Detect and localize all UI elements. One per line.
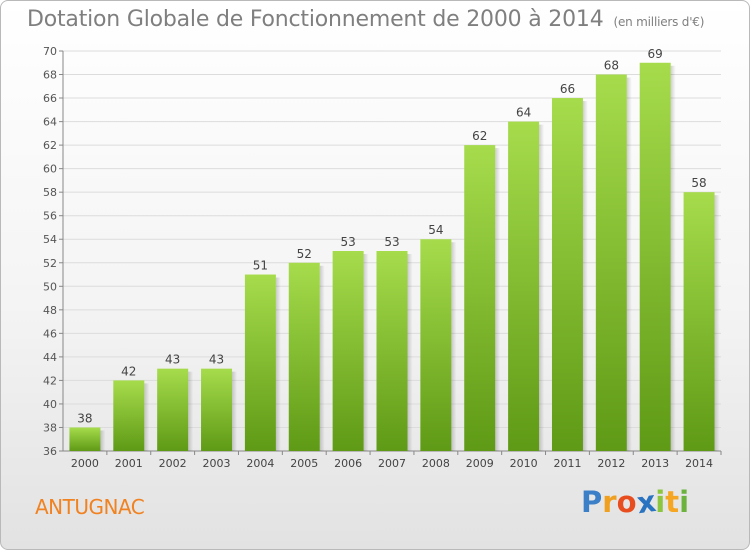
value-label: 69	[648, 47, 663, 61]
y-tick-label: 56	[43, 210, 57, 223]
bar-shadow	[539, 124, 545, 452]
bar-shadow	[319, 265, 325, 451]
x-tick-label: 2001	[115, 457, 143, 470]
x-tick-labels: 2000 2001 2002 2003 2004 2005 2006 2007 2008 2009…	[71, 451, 722, 470]
bars	[69, 62, 720, 452]
logo-letter: i	[655, 485, 666, 519]
x-tick-label: 2000	[71, 457, 99, 470]
x-tick-label: 2011	[553, 457, 581, 470]
x-tick-label: 2013	[641, 457, 669, 470]
bar-shadow	[363, 254, 369, 451]
value-labels: 38 42 43 43 51 52 53 53 54 62 64 66 68 69 58	[77, 47, 706, 426]
bar-shadow	[670, 65, 676, 451]
value-label: 68	[604, 59, 619, 73]
x-tick-label: 2008	[422, 457, 450, 470]
chart-title: Dotation Globale de Fonctionnement de 20…	[27, 7, 704, 32]
y-tick-label: 36	[43, 445, 57, 458]
x-tick-label: 2009	[466, 457, 494, 470]
x-tick-label: 2003	[203, 457, 231, 470]
y-tick-label: 68	[43, 69, 57, 82]
bar	[420, 239, 452, 451]
logo-letter: x	[634, 483, 658, 521]
y-tick-label: 46	[43, 327, 57, 340]
bar-shadow	[626, 77, 632, 451]
bar	[551, 98, 583, 451]
value-label: 43	[209, 353, 224, 367]
value-label: 42	[121, 364, 136, 378]
bar-shadow	[188, 371, 194, 451]
x-tick-label: 2014	[685, 457, 713, 470]
chart-subtitle: (en milliers d'€)	[613, 15, 705, 29]
town-name: ANTUGNAC	[35, 495, 145, 519]
x-tick-label: 2002	[159, 457, 187, 470]
y-tick-label: 66	[43, 92, 57, 105]
bar-shadow	[232, 371, 238, 451]
value-label: 53	[384, 235, 399, 249]
bar	[113, 380, 145, 451]
bar-shadow	[100, 430, 106, 451]
bar	[639, 62, 671, 451]
bar	[464, 145, 496, 451]
logo-letter: i	[679, 485, 690, 519]
y-tick-label: 70	[43, 45, 57, 58]
y-tick-label: 48	[43, 304, 57, 317]
y-tick-label: 38	[43, 421, 57, 434]
bar	[683, 192, 715, 452]
x-tick-label: 2012	[597, 457, 625, 470]
x-tick-label: 2005	[290, 457, 318, 470]
value-label: 62	[472, 129, 487, 143]
value-label: 66	[560, 82, 575, 96]
bar	[376, 251, 408, 451]
value-label: 53	[340, 235, 355, 249]
y-tick-label: 40	[43, 398, 57, 411]
bar	[332, 251, 364, 451]
y-tick-label: 64	[43, 116, 57, 129]
bar-shadow	[275, 277, 281, 451]
y-tick-label: 58	[43, 186, 57, 199]
value-label: 38	[77, 411, 92, 425]
x-tick-label: 2006	[334, 457, 362, 470]
bar	[69, 427, 101, 451]
bar-shadow	[582, 101, 588, 451]
y-tick-label: 54	[43, 233, 57, 246]
title-text: Dotation Globale de Fonctionnement de 20…	[27, 7, 604, 32]
value-label: 51	[253, 259, 268, 273]
bar	[288, 262, 320, 451]
y-tick-label: 42	[43, 374, 57, 387]
logo-letter: t	[665, 485, 680, 519]
bar-shadow	[451, 242, 457, 451]
value-label: 54	[428, 223, 443, 237]
value-label: 43	[165, 353, 180, 367]
value-label: 64	[516, 106, 531, 120]
bar-shadow	[714, 195, 720, 451]
logo-letter: o	[616, 485, 637, 519]
y-tick-label: 44	[43, 351, 57, 364]
bar-shadow	[407, 254, 413, 451]
bar	[157, 368, 189, 451]
logo-letter: P	[581, 485, 603, 519]
x-tick-label: 2007	[378, 457, 406, 470]
bar-shadow	[495, 148, 501, 451]
y-tick-labels: 36 38 40 42 44 46 48 50 52 54 56 58 60 62 64 66 68 70	[43, 45, 57, 458]
x-tick-label: 2004	[246, 457, 274, 470]
bar	[595, 74, 627, 451]
proxiti-logo[interactable]: Proxiti	[581, 483, 690, 521]
y-tick-label: 52	[43, 257, 57, 270]
bar	[244, 274, 276, 451]
bar	[201, 368, 233, 451]
bar-shadow	[144, 383, 150, 451]
value-label: 52	[297, 247, 312, 261]
logo-letter: r	[602, 485, 617, 519]
bar	[508, 121, 540, 452]
y-tick-label: 60	[43, 163, 57, 176]
y-tick-label: 50	[43, 280, 57, 293]
y-tick-label: 62	[43, 139, 57, 152]
value-label: 58	[691, 176, 706, 190]
x-tick-label: 2010	[510, 457, 538, 470]
